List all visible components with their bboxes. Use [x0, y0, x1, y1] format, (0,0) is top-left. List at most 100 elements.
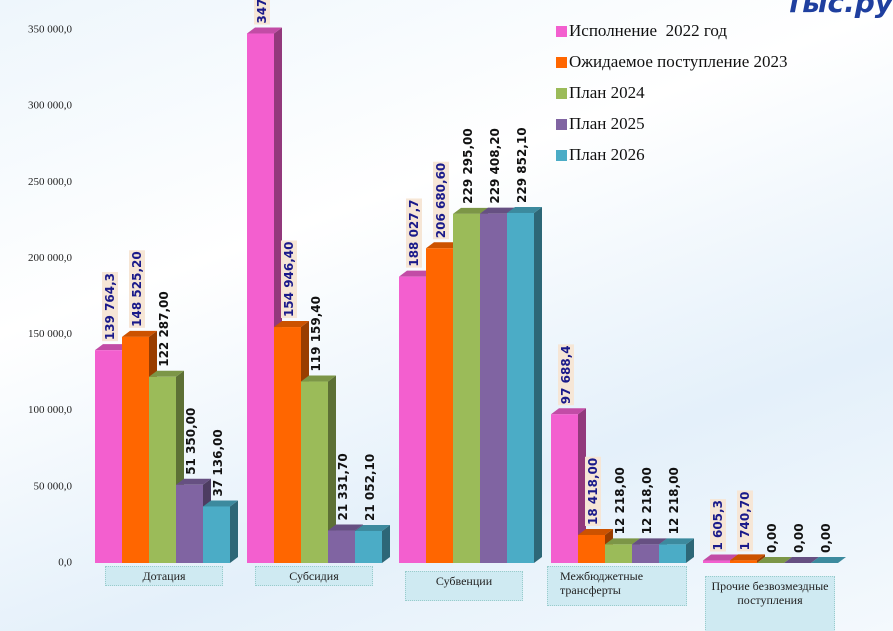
- bar: [274, 327, 301, 563]
- value-label-group: 21 052,10: [363, 454, 377, 521]
- legend-label: Ожидаемое поступление 2023: [569, 52, 788, 71]
- value-label: 1 605,3: [711, 500, 725, 550]
- chart: тыс.ру 0,0 50 000,0 100 000,0 150 000,0 200 …: [0, 0, 893, 631]
- x-tick-label: Субсидия: [255, 566, 373, 586]
- value-label-group: 119 159,40: [309, 296, 323, 372]
- y-tick-label: 250 000,0: [28, 176, 73, 188]
- value-label-group: 37 136,00: [211, 429, 225, 496]
- legend-label: План 2025: [569, 114, 645, 133]
- bar: [703, 561, 730, 563]
- value-label-group: 229 852,10: [515, 127, 529, 203]
- value-label: 347 689,7: [255, 0, 269, 24]
- bar: [203, 506, 230, 563]
- bar: [659, 544, 686, 563]
- legend-swatch: [556, 119, 567, 130]
- unit: тыс.ру: [786, 0, 893, 19]
- legend-label: План 2026: [569, 145, 645, 164]
- value-label: 206 680,60: [434, 163, 448, 239]
- bar: [480, 214, 507, 563]
- bar: [247, 34, 274, 563]
- value-label-group: 188 027,7: [406, 198, 422, 267]
- value-label-group: 0,00: [765, 523, 779, 553]
- bar-side: [382, 525, 390, 563]
- value-label-group: 51 350,00: [184, 408, 198, 475]
- value-label: 188 027,7: [407, 199, 421, 266]
- legend-swatch: [556, 26, 567, 37]
- value-label-group: 229 295,00: [461, 128, 475, 204]
- value-label: 148 525,20: [130, 251, 144, 327]
- bar: [426, 248, 453, 563]
- value-label-group: 139 764,3: [102, 272, 118, 341]
- legend-label: План 2024: [569, 83, 645, 102]
- value-label-group: 12 218,00: [667, 467, 681, 534]
- bar: [176, 485, 203, 563]
- value-label-group: 0,00: [792, 523, 806, 553]
- legend-swatch: [556, 150, 567, 161]
- value-label: 1 740,70: [738, 492, 752, 551]
- value-label: 21 052,10: [363, 454, 377, 521]
- page: тыс.ру 0,0 50 000,0 100 000,0 150 000,0 200 …: [0, 0, 893, 631]
- legend-label: Исполнение 2022 год: [569, 21, 727, 40]
- value-label: 229 295,00: [461, 128, 475, 204]
- value-label-group: 229 408,20: [488, 128, 502, 204]
- value-label-group: 206 680,60: [433, 162, 449, 240]
- x-tick-label: Субвенции: [405, 571, 523, 601]
- bar: [453, 214, 480, 563]
- value-label: 18 418,00: [586, 458, 600, 525]
- value-label-group: 0,00: [819, 523, 833, 553]
- value-label: 122 287,00: [157, 291, 171, 367]
- value-label: 229 852,10: [515, 127, 529, 203]
- bar: [507, 213, 534, 563]
- value-label: 97 688,4: [559, 345, 573, 404]
- legend-swatch: [556, 88, 567, 99]
- y-tick-label: 350 000,0: [28, 24, 73, 36]
- value-label-group: 154 946,40: [281, 240, 297, 318]
- bar: [328, 531, 355, 563]
- bar: [578, 535, 605, 563]
- y-tick-label: 150 000,0: [28, 328, 73, 340]
- bar: [355, 531, 382, 563]
- bar-side: [534, 207, 542, 563]
- bar: [149, 377, 176, 563]
- value-label: 119 159,40: [309, 296, 323, 372]
- value-label: 229 408,20: [488, 128, 502, 204]
- bar: [301, 382, 328, 563]
- x-tick-label: Прочие безвозмездные поступления: [705, 576, 835, 631]
- value-label: 51 350,00: [184, 408, 198, 475]
- value-label: 0,00: [792, 523, 806, 553]
- y-tick-label: 100 000,0: [28, 404, 73, 416]
- x-tick-label: Межбюджетные трансферты: [547, 566, 687, 606]
- value-label-group: 12 218,00: [640, 467, 654, 534]
- value-label-group: 18 418,00: [585, 457, 601, 526]
- legend-swatch: [556, 57, 567, 68]
- bar: [399, 277, 426, 563]
- bar: [605, 544, 632, 563]
- value-label-group: 122 287,00: [157, 291, 171, 367]
- x-tick-label: Дотация: [105, 566, 223, 586]
- y-tick-label: 0,0: [58, 557, 72, 569]
- bar: [551, 414, 578, 563]
- value-label: 0,00: [765, 523, 779, 553]
- y-tick-label: 200 000,0: [28, 252, 73, 264]
- bar: [95, 350, 122, 563]
- value-label-group: 347 689,7: [254, 0, 270, 25]
- value-label-group: 97 688,4: [558, 344, 574, 405]
- y-tick-label: 300 000,0: [28, 100, 73, 112]
- value-label-group: 1 605,3: [710, 499, 726, 551]
- value-label-group: 1 740,70: [737, 491, 753, 552]
- bar-side: [230, 500, 238, 563]
- value-label: 37 136,00: [211, 429, 225, 496]
- value-label-group: 148 525,20: [129, 250, 145, 328]
- value-label: 154 946,40: [282, 241, 296, 317]
- bar: [632, 544, 659, 563]
- bar: [122, 337, 149, 563]
- value-label: 12 218,00: [667, 467, 681, 534]
- value-label: 12 218,00: [613, 467, 627, 534]
- value-label: 0,00: [819, 523, 833, 553]
- value-label: 139 764,3: [103, 273, 117, 340]
- value-label: 12 218,00: [640, 467, 654, 534]
- value-label: 21 331,70: [336, 453, 350, 520]
- bar: [730, 560, 757, 563]
- value-label-group: 21 331,70: [336, 453, 350, 520]
- y-tick-label: 50 000,0: [34, 480, 73, 492]
